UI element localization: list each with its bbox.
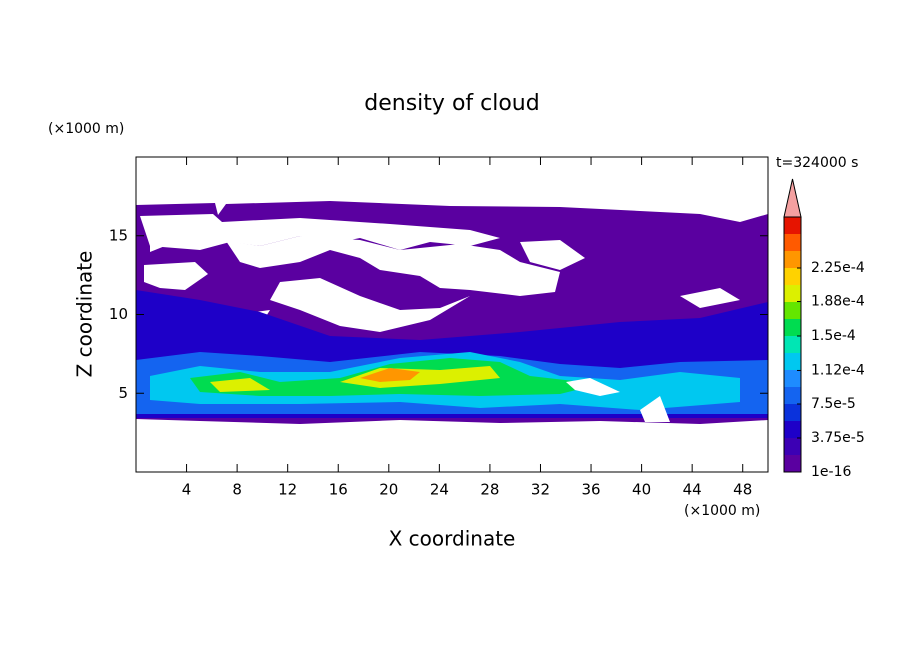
contour-hole (520, 240, 585, 270)
colorbar-band (784, 404, 801, 421)
colorbar-band (784, 268, 801, 285)
contour-field (136, 201, 768, 424)
colorbar-label: 1.12e-4 (811, 362, 865, 378)
colorbar-band (784, 421, 801, 438)
colorbar-band (784, 438, 801, 455)
time-label: t=324000 s (776, 155, 858, 171)
x-tick-label: 48 (733, 481, 752, 499)
colorbar-band (784, 217, 801, 234)
y-axis-label: Z coordinate (73, 251, 97, 378)
colorbar-band (784, 302, 801, 319)
x-tick-label: 20 (379, 481, 398, 499)
colorbar-band (784, 353, 801, 370)
contour-region (210, 366, 500, 392)
contour-hole (680, 288, 740, 308)
colorbar-band (784, 370, 801, 387)
colorbar-band (784, 387, 801, 404)
contour-hole (566, 378, 670, 422)
x-tick-label: 24 (430, 481, 449, 499)
contour-hole (270, 278, 470, 332)
colorbar-label: 1e-16 (811, 464, 851, 480)
x-tick-label: 16 (329, 481, 348, 499)
y-tick-label: 15 (109, 226, 128, 244)
contour-hole (150, 232, 560, 296)
y-tick-label: 10 (109, 305, 128, 323)
x-tick-label: 40 (632, 481, 651, 499)
colorbar-label: 1.5e-4 (811, 328, 856, 344)
colorbar-label: 3.75e-5 (811, 430, 865, 446)
colorbar-band (784, 234, 801, 251)
colorbar-extend (783, 178, 802, 218)
x-tick-label: 8 (232, 481, 242, 499)
colorbar-label: 7.5e-5 (811, 396, 856, 412)
x-tick-label: 44 (683, 481, 702, 499)
colorbar-frame (783, 216, 802, 473)
contour-hole (140, 214, 500, 250)
y-unit: (×1000 m) (48, 121, 124, 137)
x-tick-label: 4 (182, 481, 192, 499)
x-axis-label: X coordinate (389, 527, 516, 551)
contour-hole (144, 262, 208, 290)
contour-region (360, 368, 420, 382)
colorbar-band (784, 336, 801, 353)
colorbar-band (784, 251, 801, 268)
y-tick-label: 5 (118, 384, 128, 402)
colorbar-band (784, 285, 801, 302)
colorbar-label: 2.25e-4 (811, 260, 865, 276)
colorbar-band (784, 319, 801, 336)
x-tick-label: 36 (581, 481, 600, 499)
colorbar-band (784, 455, 801, 472)
chart-title: density of cloud (364, 91, 539, 116)
x-tick-label: 28 (480, 481, 499, 499)
colorbar-label: 1.88e-4 (811, 294, 865, 310)
x-tick-label: 12 (278, 481, 297, 499)
x-tick-label: 32 (531, 481, 550, 499)
x-unit: (×1000 m) (684, 503, 760, 519)
